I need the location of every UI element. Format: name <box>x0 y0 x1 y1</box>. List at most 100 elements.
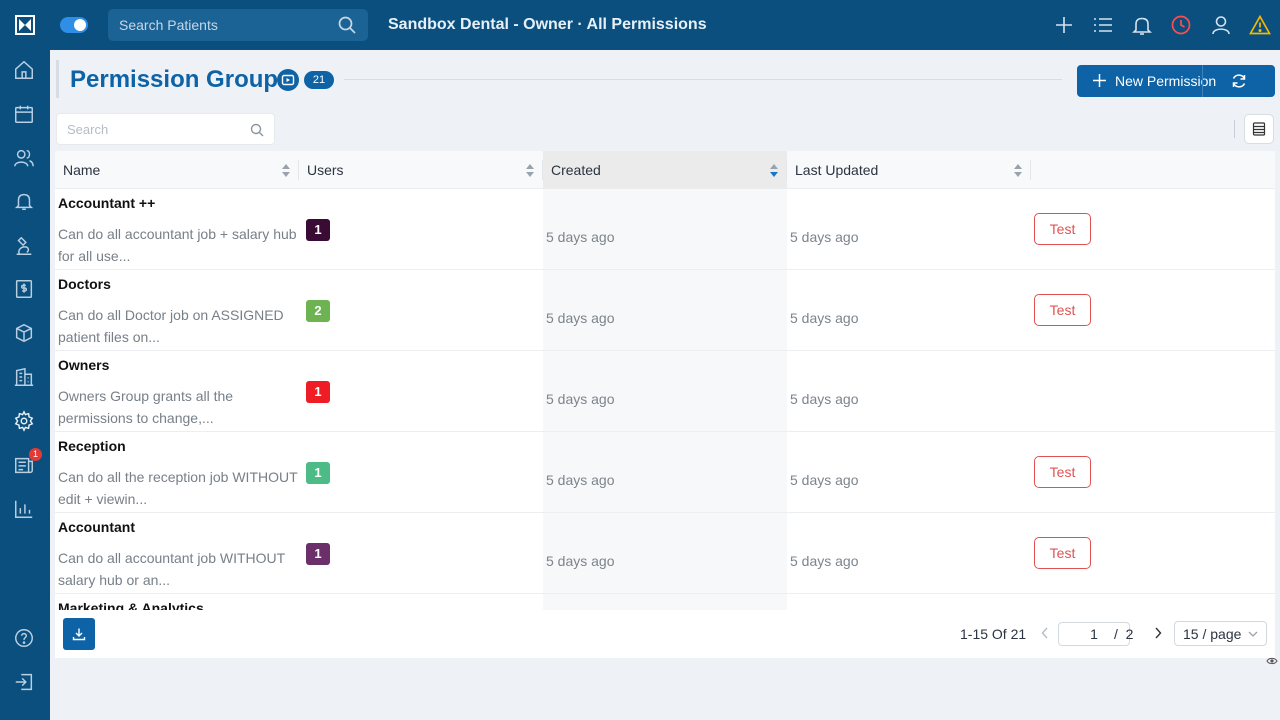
claims-icon[interactable]: 1 <box>13 448 42 478</box>
new-permission-label: New Permission <box>1115 73 1217 89</box>
group-description: Can do all accountant job WITHOUT salary… <box>58 550 285 588</box>
bell-icon[interactable] <box>13 190 37 214</box>
sort-desc-icon <box>770 164 778 177</box>
download-button[interactable] <box>63 618 95 650</box>
warning-icon[interactable] <box>1249 14 1271 36</box>
table-row[interactable]: Marketing & Analytics <box>55 594 1275 610</box>
new-permission-button[interactable]: New Permission <box>1077 65 1216 97</box>
group-description: Can do all Doctor job on ASSIGNED patien… <box>58 307 284 345</box>
created-date: 5 days ago <box>546 229 615 245</box>
permissions-table: Name Users Created Last Updated Accounta… <box>55 151 1275 610</box>
app-logo[interactable] <box>15 15 35 35</box>
updated-date: 5 days ago <box>790 391 859 407</box>
column-header-label: Users <box>307 162 344 178</box>
column-settings-button[interactable] <box>1244 114 1274 144</box>
filter-divider <box>1234 120 1235 138</box>
next-page-button[interactable] <box>1153 624 1167 642</box>
group-name: Marketing & Analytics <box>58 600 204 610</box>
table-row[interactable]: Accountant Can do all accountant job WIT… <box>55 513 1275 594</box>
prev-page-button[interactable] <box>1040 624 1054 642</box>
permission-search-input[interactable]: Search <box>56 113 275 145</box>
updated-date: 5 days ago <box>790 553 859 569</box>
group-name: Accountant ++ <box>58 195 156 211</box>
created-date: 5 days ago <box>546 310 615 326</box>
title-accent-bar <box>56 60 59 98</box>
header-actions: New Permission <box>1077 65 1275 97</box>
help-icon[interactable] <box>13 627 37 651</box>
sort-icon <box>526 164 534 177</box>
box-icon[interactable] <box>13 322 37 346</box>
search-icon[interactable] <box>338 16 356 34</box>
user-count-badge[interactable]: 1 <box>306 381 330 403</box>
page-size-label: 15 / page <box>1183 626 1242 642</box>
billing-icon[interactable] <box>13 278 37 302</box>
group-name: Owners <box>58 357 110 373</box>
notifications-bell-icon[interactable] <box>1131 14 1153 36</box>
mode-toggle[interactable] <box>60 17 88 33</box>
microscope-icon[interactable] <box>13 235 37 259</box>
patient-search-input[interactable]: Search Patients <box>108 9 368 41</box>
updated-date: 5 days ago <box>790 472 859 488</box>
logout-icon[interactable] <box>13 671 37 695</box>
home-icon[interactable] <box>13 59 37 83</box>
clinic-title: Sandbox Dental - Owner · All Permissions <box>388 16 707 33</box>
sort-icon <box>1014 164 1022 177</box>
created-date: 5 days ago <box>546 553 615 569</box>
list-icon[interactable] <box>1092 14 1114 36</box>
page-number-input[interactable]: 1 <box>1058 622 1130 646</box>
user-count-badge[interactable]: 1 <box>306 543 330 565</box>
download-icon <box>72 628 86 641</box>
plus-icon[interactable] <box>1053 14 1075 36</box>
clock-icon[interactable] <box>1170 14 1192 36</box>
user-count-badge[interactable]: 2 <box>306 300 330 322</box>
updated-date: 5 days ago <box>790 310 859 326</box>
refresh-icon <box>1232 74 1246 88</box>
eye-icon[interactable] <box>1266 653 1278 669</box>
chevron-down-icon <box>1248 631 1258 637</box>
calendar-icon[interactable] <box>13 103 37 127</box>
created-column-highlight <box>543 189 787 610</box>
test-button[interactable]: Test <box>1034 213 1091 245</box>
refresh-button[interactable] <box>1203 65 1275 97</box>
table-row[interactable]: Reception Can do all the reception job W… <box>55 432 1275 513</box>
test-button[interactable]: Test <box>1034 294 1091 326</box>
test-button[interactable]: Test <box>1034 537 1091 569</box>
top-bar: Search Patients Sandbox Dental - Owner ·… <box>50 0 1280 50</box>
group-count-badge: 21 <box>304 71 334 89</box>
users-icon[interactable] <box>13 147 37 171</box>
updated-date: 5 days ago <box>790 229 859 245</box>
video-help-icon[interactable] <box>277 69 299 91</box>
user-icon[interactable] <box>1210 14 1232 36</box>
table-row[interactable]: Owners Owners Group grants all the permi… <box>55 351 1275 432</box>
user-count-badge[interactable]: 1 <box>306 219 330 241</box>
column-header-users[interactable]: Users <box>299 151 543 189</box>
column-header-label: Last Updated <box>795 162 879 178</box>
test-button[interactable]: Test <box>1034 456 1091 488</box>
group-description: Can do all accountant job + salary hub f… <box>58 226 297 264</box>
group-description: Can do all the reception job WITHOUT edi… <box>58 469 298 507</box>
user-count-badge[interactable]: 1 <box>306 462 330 484</box>
claims-badge: 1 <box>29 448 42 461</box>
column-header-created[interactable]: Created <box>543 151 787 189</box>
search-icon <box>250 123 264 137</box>
patient-search-placeholder: Search Patients <box>119 17 218 33</box>
table-row[interactable]: Accountant ++ Can do all accountant job … <box>55 189 1275 270</box>
table-header: Name Users Created Last Updated <box>55 151 1275 189</box>
building-icon[interactable] <box>13 366 37 390</box>
column-header-label: Created <box>551 162 601 178</box>
chart-icon[interactable] <box>13 498 37 522</box>
gear-icon[interactable] <box>13 410 37 434</box>
group-name: Accountant <box>58 519 135 535</box>
sidebar: 1 <box>0 0 50 720</box>
created-date: 5 days ago <box>546 472 615 488</box>
table-columns-icon <box>1252 122 1266 136</box>
page-title: Permission Groups <box>70 66 292 93</box>
column-header-last-updated[interactable]: Last Updated <box>787 151 1031 189</box>
table-footer: 1-15 Of 21 1 / 2 15 / page <box>55 610 1275 658</box>
title-divider <box>344 79 1062 80</box>
group-name: Reception <box>58 438 126 454</box>
page-size-select[interactable]: 15 / page <box>1174 621 1267 646</box>
column-header-name[interactable]: Name <box>55 151 299 189</box>
table-row[interactable]: Doctors Can do all Doctor job on ASSIGNE… <box>55 270 1275 351</box>
group-description: Owners Group grants all the permissions … <box>58 388 234 426</box>
